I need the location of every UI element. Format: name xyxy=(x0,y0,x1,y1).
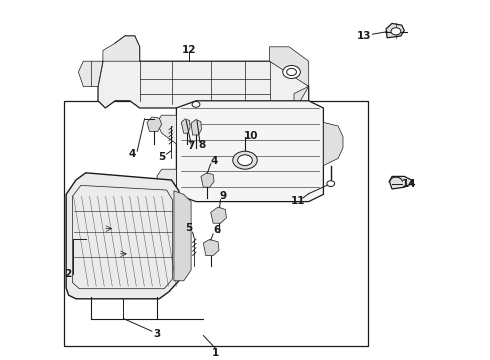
Polygon shape xyxy=(191,120,201,135)
Circle shape xyxy=(287,68,296,76)
Polygon shape xyxy=(390,176,412,189)
Text: 14: 14 xyxy=(402,179,416,189)
Circle shape xyxy=(283,66,300,78)
Polygon shape xyxy=(323,122,343,166)
Polygon shape xyxy=(157,169,176,194)
Text: 2: 2 xyxy=(64,269,71,279)
Text: 3: 3 xyxy=(153,329,160,339)
Text: 6: 6 xyxy=(214,225,220,235)
Text: 5: 5 xyxy=(185,222,192,233)
Text: 8: 8 xyxy=(199,140,206,150)
Polygon shape xyxy=(270,47,309,112)
Text: 4: 4 xyxy=(128,149,136,159)
Text: 7: 7 xyxy=(187,141,195,151)
Bar xyxy=(64,101,368,346)
Polygon shape xyxy=(103,36,140,61)
Text: 4: 4 xyxy=(210,156,218,166)
Text: 13: 13 xyxy=(356,31,371,41)
Text: 5: 5 xyxy=(158,152,165,162)
Polygon shape xyxy=(98,36,309,112)
Polygon shape xyxy=(66,173,179,299)
Text: 1: 1 xyxy=(212,348,219,358)
Circle shape xyxy=(192,102,200,107)
Text: 9: 9 xyxy=(220,191,226,201)
Text: 11: 11 xyxy=(291,196,305,206)
Circle shape xyxy=(391,28,401,35)
Polygon shape xyxy=(176,101,323,202)
Circle shape xyxy=(327,181,335,186)
Circle shape xyxy=(233,151,257,169)
Polygon shape xyxy=(157,115,176,144)
Circle shape xyxy=(238,155,252,166)
Polygon shape xyxy=(203,239,219,256)
Polygon shape xyxy=(78,61,103,86)
Polygon shape xyxy=(211,207,226,223)
Polygon shape xyxy=(201,173,214,187)
Text: 10: 10 xyxy=(244,131,258,141)
Polygon shape xyxy=(181,119,190,133)
Polygon shape xyxy=(147,117,162,131)
Polygon shape xyxy=(174,191,191,281)
Text: 12: 12 xyxy=(181,45,196,55)
Polygon shape xyxy=(386,23,404,38)
